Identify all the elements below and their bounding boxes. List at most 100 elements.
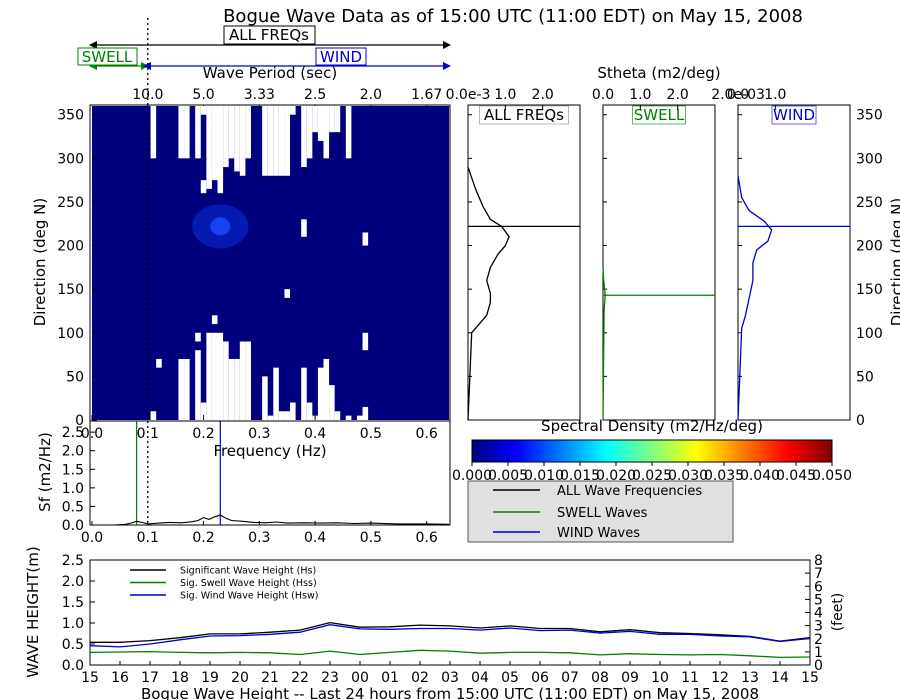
colorbar-tick-label: 0.000	[452, 468, 492, 484]
heatmap-empty-cell	[239, 341, 246, 420]
sf-y-tick-label: 2.5	[62, 425, 84, 441]
timeseries-legend-label: Sig. Wind Wave Height (Hsw)	[180, 591, 318, 602]
timeseries-x-tick-label: 02	[411, 670, 429, 686]
stheta-x-tick-label: 2.0	[532, 87, 554, 103]
heatmap-peak-core	[210, 217, 231, 236]
timeseries-x-tick-label: 08	[591, 670, 609, 686]
period-tick-label: 2.5	[304, 87, 326, 103]
heatmap-y-tick-label: 300	[57, 151, 84, 167]
wave-period-label: Wave Period (sec)	[203, 64, 337, 82]
colorbar-tick-label: 0.015	[560, 468, 600, 484]
timeseries-x-tick-label: 19	[201, 670, 219, 686]
legend-swell-label: SWELL Waves	[557, 506, 648, 521]
heatmap-empty-cell	[278, 411, 285, 420]
heatmap-empty-cell	[345, 415, 352, 420]
timeseries-x-tick-label: 05	[501, 670, 519, 686]
stheta-x-tick-label: 0.0	[727, 87, 749, 103]
heatmap-empty-cell	[200, 402, 207, 420]
heatmap-empty-cell	[334, 106, 341, 133]
direction-frequency-heatmap: Wave Period (sec) 10.0 5.0 3.33 2.5 2.0 1.67 …	[31, 18, 451, 460]
stheta-x-tick-label: 0.0	[592, 87, 614, 103]
stheta-title: SWELL	[634, 106, 685, 124]
sf-frame	[89, 420, 451, 526]
timeseries-y-tick-label: 2.0	[62, 574, 84, 590]
heatmap-y-tick-label: 200	[57, 239, 84, 255]
heatmap-empty-cell	[284, 411, 291, 420]
heatmap-empty-cell	[195, 332, 201, 342]
heatmap-empty-cell	[156, 358, 162, 368]
wind-label-box	[315, 47, 367, 66]
stheta-all-panel: ALL FREQs 0.0e-3 1.0 2.0	[446, 87, 581, 421]
heatmap-empty-cell	[356, 415, 363, 420]
timeseries-x-tick-label: 21	[261, 670, 279, 686]
timeseries-y-tick-label: 1.5	[62, 595, 84, 611]
legend-all-label: ALL Wave Frequencies	[557, 484, 702, 499]
heatmap-empty-cell	[306, 106, 313, 159]
timeseries-right-tick-label: 8	[814, 553, 823, 569]
heatmap-empty-cell	[290, 106, 296, 115]
heatmap-empty-cell	[228, 106, 235, 159]
timeseries-right-tick-label: 6	[814, 579, 823, 595]
timeseries-x-tick-label: 01	[381, 670, 399, 686]
period-tick-label: 5.0	[192, 87, 214, 103]
heatmap-empty-cell	[284, 106, 291, 176]
timeseries-right-ylabel: (feet)	[830, 593, 846, 632]
timeseries-x-tick-label: 00	[351, 670, 369, 686]
stheta-y-tick-label: 100	[856, 326, 883, 342]
stheta-y-tick-label: 200	[856, 239, 883, 255]
timeseries-legend-label: Significant Wave Height (Hs)	[180, 566, 316, 577]
sf-x-tick-label: 0.6	[416, 530, 438, 546]
heatmap-empty-cell	[323, 358, 330, 420]
timeseries-xlabel: Bogue Wave Height -- Last 24 hours from …	[141, 685, 759, 700]
heatmap-xlabel: Frequency (Hz)	[213, 442, 326, 460]
figure-title: Bogue Wave Data as of 15:00 UTC (11:00 E…	[223, 6, 803, 27]
heatmap-empty-cell	[345, 106, 352, 159]
timeseries-x-tick-label: 09	[621, 670, 639, 686]
heatmap-empty-cell	[273, 367, 279, 420]
heatmap-y-tick-label: 350	[57, 108, 84, 124]
heatmap-empty-cell	[178, 358, 185, 420]
colorbar-tick-label: 0.035	[704, 468, 744, 484]
heatmap-empty-cell	[267, 415, 274, 420]
colorbar-tick-label: 0.050	[812, 468, 852, 484]
sf-x-tick-label: 0.2	[192, 530, 214, 546]
timeseries-x-tick-label: 13	[741, 670, 759, 686]
timeseries-x-tick-label: 17	[141, 670, 159, 686]
wind-arrow-left-head	[143, 62, 151, 70]
stheta-x-tick-label: 1.0	[494, 87, 516, 103]
wind-arrow-right-head	[443, 62, 451, 70]
period-tick-label: 2.0	[360, 87, 382, 103]
colorbar-tick-label: 0.020	[596, 468, 636, 484]
stheta-title-box	[771, 105, 817, 125]
timeseries-right-tick-label: 2	[814, 632, 823, 648]
heatmap-empty-cell	[323, 106, 330, 159]
heatmap-empty-cell	[362, 406, 369, 420]
timeseries-series-line	[89, 649, 811, 659]
all-freqs-arrow-right-head	[443, 41, 451, 49]
stheta-y-tick-label: 250	[856, 195, 883, 211]
heatmap-empty-cell	[217, 106, 224, 194]
heatmap-empty-cell	[239, 106, 246, 176]
heatmap-empty-cell	[184, 106, 190, 159]
stheta-axis-label: Stheta (m2/deg)	[597, 64, 720, 82]
timeseries-x-tick-label: 15	[801, 670, 819, 686]
heatmap-empty-cell	[362, 232, 369, 246]
timeseries-legend-label: Sig. Swell Wave Height (Hss)	[180, 578, 317, 589]
heatmap-empty-cell	[273, 106, 279, 176]
sf-x-tick-label: 0.3	[248, 530, 270, 546]
swell-label-box	[77, 47, 138, 66]
band-arrows: ALL FREQs SWELL WIND	[77, 25, 451, 70]
heatmap-empty-cell	[245, 341, 251, 420]
heatmap-empty-cell	[284, 289, 291, 298]
heatmap-empty-cell	[206, 106, 212, 189]
sf-y-tick-label: 0.5	[62, 499, 84, 515]
stheta-frame	[602, 104, 716, 421]
sf-x-tick-label: 0.5	[360, 530, 382, 546]
heatmap-y-tick-label: 250	[57, 195, 84, 211]
stheta-swell-panel: SWELL 0.0 1.0 2.0	[592, 87, 716, 421]
heatmap-empty-cell	[301, 106, 307, 168]
heatmap-empty-cell	[301, 367, 307, 420]
stheta-title: ALL FREQs	[484, 106, 564, 124]
timeseries-x-tick-label: 10	[651, 670, 669, 686]
